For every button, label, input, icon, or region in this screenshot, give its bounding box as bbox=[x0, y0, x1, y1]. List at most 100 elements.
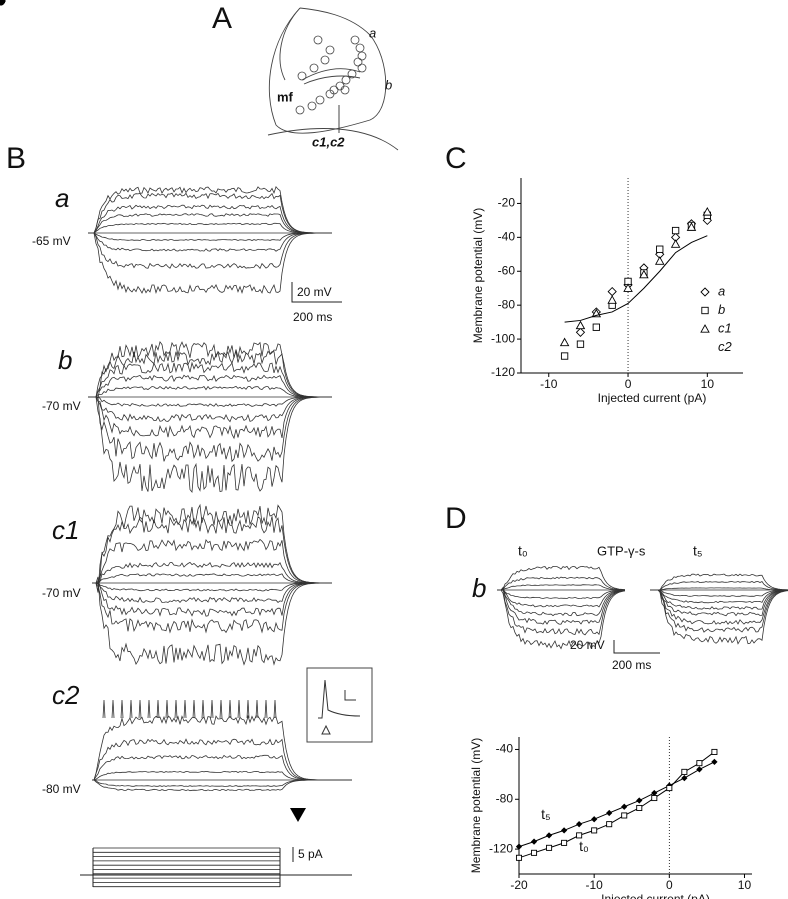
cell bbox=[325, 45, 335, 55]
trace bbox=[497, 586, 626, 636]
legend-label: c2 bbox=[718, 339, 733, 354]
trace bbox=[92, 573, 332, 584]
trace bbox=[88, 374, 332, 398]
spike bbox=[174, 699, 178, 719]
label: a bbox=[369, 25, 376, 40]
trace bbox=[92, 754, 352, 781]
point bbox=[651, 789, 658, 797]
label: mf bbox=[277, 89, 294, 104]
point bbox=[515, 854, 523, 861]
spike bbox=[111, 699, 115, 719]
scale-label: 5 pA bbox=[298, 847, 323, 861]
trace bbox=[88, 396, 332, 494]
trace bbox=[88, 396, 332, 463]
trace bbox=[88, 204, 332, 234]
point bbox=[696, 760, 703, 767]
trace bbox=[88, 340, 332, 398]
point bbox=[591, 816, 598, 823]
trace bbox=[497, 587, 626, 625]
point bbox=[636, 797, 643, 804]
trace bbox=[88, 232, 332, 295]
cell bbox=[307, 101, 317, 111]
spike bbox=[183, 699, 187, 719]
spike bbox=[210, 699, 214, 719]
spike bbox=[219, 699, 223, 719]
y-axis-label: Membrane potential (mV) bbox=[469, 738, 483, 873]
trace-label: c1 bbox=[52, 515, 79, 545]
point bbox=[560, 352, 569, 360]
cell bbox=[357, 63, 367, 73]
trace bbox=[88, 186, 332, 234]
point bbox=[576, 340, 585, 348]
y-tick-label: -120 bbox=[491, 365, 515, 379]
x-tick-label: 0 bbox=[666, 878, 673, 892]
y-tick-label: -100 bbox=[491, 331, 515, 345]
point bbox=[545, 832, 553, 839]
trace bbox=[88, 349, 332, 399]
legend-label: c1 bbox=[718, 320, 732, 335]
cell bbox=[355, 43, 365, 53]
point bbox=[666, 785, 673, 792]
point bbox=[606, 809, 613, 817]
trace bbox=[88, 385, 332, 398]
trace bbox=[92, 576, 332, 666]
trace bbox=[92, 779, 352, 792]
trace bbox=[497, 565, 626, 591]
point bbox=[711, 758, 718, 766]
resting-potential: -65 mV bbox=[32, 234, 71, 248]
series-label: t₀ bbox=[579, 838, 589, 854]
cell bbox=[309, 63, 319, 73]
point bbox=[575, 327, 586, 337]
panel-letter: A bbox=[212, 2, 232, 35]
spike bbox=[165, 699, 169, 719]
voltage-traces bbox=[80, 186, 788, 888]
inset-marker bbox=[321, 724, 331, 735]
y-tick-label: -20 bbox=[498, 196, 516, 210]
y-axis-label: Membrane potential (mV) bbox=[471, 208, 485, 343]
trace bbox=[92, 582, 332, 592]
scale-label: 20 mV bbox=[570, 638, 605, 652]
point bbox=[696, 766, 703, 773]
point bbox=[575, 821, 583, 828]
trace-label: c2 bbox=[52, 680, 80, 710]
trace bbox=[88, 192, 332, 234]
spike bbox=[102, 699, 106, 719]
point bbox=[559, 337, 570, 347]
resting-potential: -70 mV bbox=[42, 586, 81, 600]
hippocampus-sketch bbox=[267, 7, 399, 151]
trace-label: b bbox=[472, 573, 486, 603]
cell bbox=[335, 81, 345, 91]
cell bbox=[297, 71, 307, 81]
cell bbox=[320, 55, 330, 65]
inset-scale bbox=[344, 690, 356, 701]
scale-label: 200 ms bbox=[612, 658, 651, 672]
trace bbox=[650, 589, 788, 645]
trace bbox=[650, 589, 788, 597]
point bbox=[561, 839, 568, 846]
x-tick-label: -10 bbox=[585, 878, 603, 892]
spike bbox=[201, 699, 205, 719]
panel-letter: C bbox=[445, 142, 467, 175]
series-label: t₅ bbox=[541, 806, 551, 822]
trace bbox=[88, 396, 332, 423]
trace bbox=[88, 396, 332, 407]
x-axis-label: Injected current (pA) bbox=[601, 892, 710, 899]
panel-letter: D bbox=[445, 502, 467, 535]
point bbox=[686, 222, 697, 231]
y-tick-label: -80 bbox=[498, 297, 516, 311]
legend-marker bbox=[0, 0, 6, 6]
point bbox=[623, 283, 633, 292]
trace bbox=[650, 589, 788, 625]
spike bbox=[255, 699, 259, 719]
trace bbox=[92, 516, 332, 591]
trace bbox=[92, 582, 332, 604]
legend-marker bbox=[701, 306, 709, 315]
resting-potential: -70 mV bbox=[42, 399, 81, 413]
trace bbox=[88, 213, 332, 234]
point bbox=[576, 832, 583, 839]
point bbox=[621, 803, 628, 810]
legend-label: b bbox=[718, 302, 725, 317]
point bbox=[711, 748, 718, 755]
x-tick-label: 10 bbox=[738, 878, 752, 892]
